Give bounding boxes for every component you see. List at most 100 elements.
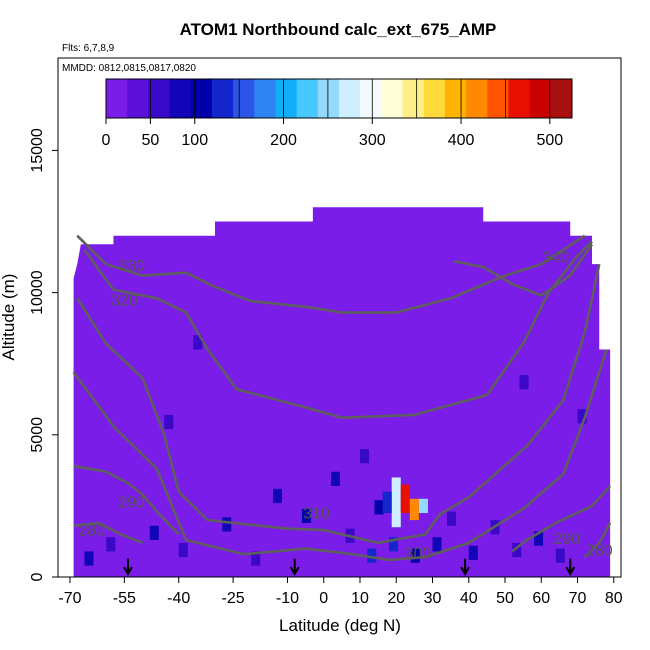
heatmap-cell [84, 551, 94, 566]
contour-line [583, 522, 612, 559]
colorbar-swatch [169, 79, 192, 118]
colorbar-tick-label: 300 [359, 132, 386, 149]
colorbar-swatch [381, 79, 404, 118]
contour-label: 300 [405, 545, 432, 562]
plot-area: 330 320 310 300 290 280 340 290 280 [57, 57, 622, 578]
colorbar-swatch [190, 79, 213, 118]
colorbar-tick-label: 200 [270, 132, 297, 149]
contour-label: 290 [553, 531, 580, 548]
heatmap-cell [519, 375, 529, 390]
colorbar-swatch [487, 79, 509, 118]
heatmap-cell [555, 548, 565, 563]
heatmap-cell [149, 525, 159, 541]
x-tick-label: 60 [532, 590, 550, 607]
heatmap-cell [301, 508, 312, 523]
heatmap-cell [432, 537, 442, 552]
x-tick-label: 80 [605, 590, 623, 607]
colorbar-swatch [275, 79, 298, 118]
contour-label: 290 [118, 494, 145, 511]
contour-line [72, 349, 608, 562]
colorbar-swatch [233, 79, 255, 118]
heatmap-cell [251, 551, 261, 566]
colorbar-swatch [254, 79, 276, 118]
heatmap-cell [359, 449, 370, 464]
colorbar-swatch [423, 79, 446, 118]
x-tick-label: 30 [424, 590, 442, 607]
heatmap-cell [410, 548, 420, 563]
x-axis: -70 -55 -40 -25 -10 0 10 20 30 40 50 60 70 80 [58, 577, 623, 607]
flight-marker-arrow [565, 558, 576, 577]
contour-line [83, 240, 593, 420]
flight-marker-head [565, 566, 576, 577]
colorbar-swatch [529, 79, 552, 118]
colorbar-frame [105, 78, 573, 119]
contour-line [76, 234, 586, 314]
colorbar-swatch [317, 79, 340, 118]
heatmap-cell [164, 414, 174, 430]
x-tick-label: 10 [351, 590, 369, 607]
colorbar-swatch [296, 79, 319, 118]
contour-line [73, 464, 180, 536]
heatmap-cell [577, 409, 587, 424]
heatmap-cell [391, 477, 401, 528]
x-tick-label: -70 [58, 590, 81, 607]
colorbar: 0 50 100 200 300 400 500 [102, 78, 573, 149]
colorbar-swatch [508, 79, 531, 118]
heatmap-cell [409, 498, 419, 521]
colorbar-swatch [339, 79, 361, 118]
contour-label: 280 [78, 523, 105, 540]
heatmap-cell [367, 548, 377, 563]
contour-label: 330 [118, 258, 145, 275]
heatmap-cell [533, 531, 544, 546]
y-axis: 0 5000 10000 15000 [29, 128, 58, 581]
x-tick-label: 20 [387, 590, 405, 607]
heatmap-cell [388, 537, 399, 552]
flight-marker-arrow [123, 558, 133, 577]
contour-line [511, 485, 612, 553]
colorbar-swatch [402, 79, 425, 118]
colorbar-tick-label: 400 [448, 132, 475, 149]
plot-frame [57, 57, 622, 578]
x-tick-label: 40 [460, 590, 478, 607]
flight-marker-head [123, 566, 133, 577]
heatmap-cell [330, 471, 341, 486]
colorbar-swatch [148, 79, 171, 118]
flight-marker-arrow [289, 558, 300, 577]
contour-label: 310 [303, 506, 330, 523]
colorbar-tick-label: 0 [102, 132, 111, 149]
heatmap-layer [73, 207, 611, 577]
heatmap-cell [193, 335, 203, 350]
x-tick-label: -40 [167, 590, 190, 607]
colorbar-tick-label: 50 [141, 132, 159, 149]
colorbar-swatch [360, 79, 382, 118]
heatmap-cell [374, 500, 384, 515]
x-axis-label: Latitude (deg N) [279, 616, 401, 635]
x-tick-label: -55 [113, 590, 136, 607]
colorbar-swatch [106, 79, 128, 118]
y-tick-label: 0 [29, 572, 46, 581]
flight-marker-head [460, 566, 470, 577]
heatmap-cell [178, 542, 188, 558]
y-axis-label: Altitude (m) [0, 274, 18, 361]
colorbar-tick-label: 100 [181, 132, 208, 149]
x-tick-label: 50 [496, 590, 514, 607]
x-tick-label: -25 [222, 590, 245, 607]
y-tick-label: 15000 [29, 128, 46, 173]
contour-label: 320 [111, 292, 138, 309]
contour-label: 280 [586, 543, 613, 560]
heatmap-cell [512, 542, 522, 558]
contour-line [453, 243, 594, 297]
colorbar-swatch [466, 79, 488, 118]
flight-marker-layer [123, 558, 576, 577]
y-tick-label: 10000 [29, 270, 46, 315]
heatmap-cell [272, 488, 283, 504]
heatmap-cell [106, 537, 116, 552]
colorbar-tick-label: 500 [536, 132, 563, 149]
heatmap-cell [400, 484, 410, 514]
x-tick-label: 70 [569, 590, 587, 607]
x-tick-label: 0 [319, 590, 328, 607]
colorbar-swatch [550, 79, 573, 118]
heatmap-cell [418, 498, 428, 514]
flights-label: Flts: 6,7,8,9 [62, 43, 115, 54]
